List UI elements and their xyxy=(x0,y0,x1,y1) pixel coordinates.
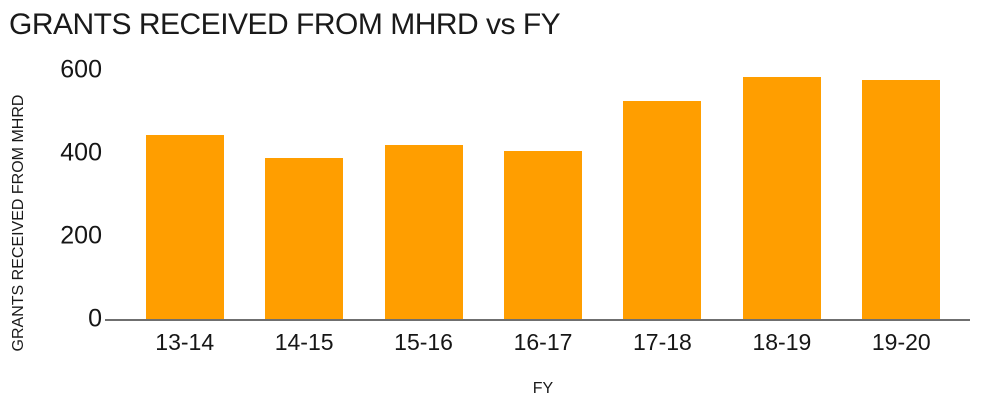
x-tick-label-14-15: 14-15 xyxy=(274,329,334,355)
y-tick-label-200: 200 xyxy=(60,220,102,249)
x-axis-title: FY xyxy=(532,380,554,397)
x-tick-label-15-16: 15-16 xyxy=(394,329,453,355)
bar-16-17[interactable] xyxy=(504,150,582,320)
bar-13-14[interactable] xyxy=(145,134,224,320)
x-tick-label-18-19: 18-19 xyxy=(752,329,812,355)
bar-14-15[interactable] xyxy=(265,157,344,320)
x-tick-label-16-17: 16-17 xyxy=(513,329,573,355)
bar-19-20[interactable] xyxy=(862,79,941,320)
x-tick-label-19-20: 19-20 xyxy=(871,329,931,355)
bar-17-18[interactable] xyxy=(623,100,702,320)
x-axis-line xyxy=(105,318,970,321)
bar-18-19[interactable] xyxy=(742,77,821,320)
y-tick-label-0: 0 xyxy=(88,303,102,332)
y-axis-title: GRANTS RECEIVED FROM MHRD xyxy=(10,94,27,352)
chart-title: GRANTS RECEIVED FROM MHRD vs FY xyxy=(9,8,561,41)
x-tick-label-13-14: 13-14 xyxy=(155,329,215,355)
x-tick-label-17-18: 17-18 xyxy=(633,329,692,355)
y-tick-label-400: 400 xyxy=(60,137,102,166)
y-tick-label-600: 600 xyxy=(60,54,102,83)
bar-15-16[interactable] xyxy=(384,145,463,320)
